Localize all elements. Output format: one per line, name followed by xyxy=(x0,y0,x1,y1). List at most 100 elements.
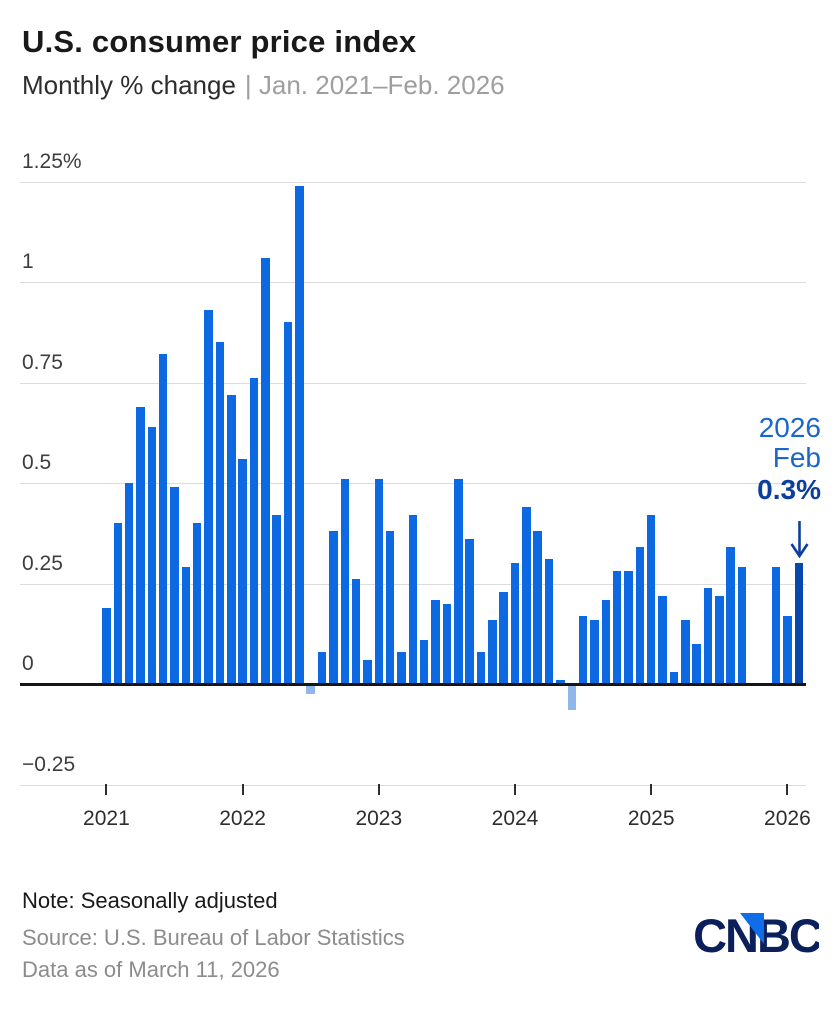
y-axis-label: 1 xyxy=(22,250,34,273)
x-axis-tick xyxy=(514,784,516,795)
y-axis-label: 0.75 xyxy=(22,350,63,374)
bar-2022-06 xyxy=(295,185,304,684)
x-axis-year-label: 2021 xyxy=(83,807,130,830)
bar-2022-08 xyxy=(317,651,327,684)
bar-2021-05 xyxy=(147,426,157,684)
note-text: Note: Seasonally adjusted xyxy=(22,888,278,913)
gridline xyxy=(20,382,806,384)
bar-2023-02 xyxy=(385,531,395,684)
bar-2024-06 xyxy=(567,685,576,710)
bar-2024-07 xyxy=(578,615,588,684)
bar-2022-10 xyxy=(340,478,349,684)
bar-2025-04 xyxy=(681,619,690,684)
bar-2026-02 xyxy=(794,563,803,684)
bar-2023-12 xyxy=(499,591,508,684)
bar-2022-03 xyxy=(261,257,270,684)
bar-2023-05 xyxy=(419,639,429,684)
bar-2023-08 xyxy=(454,478,463,684)
bar-2022-11 xyxy=(351,579,361,684)
bar-2024-12 xyxy=(635,547,645,684)
bar-2021-06 xyxy=(158,354,168,684)
bar-2021-11 xyxy=(215,342,225,684)
x-axis-tick xyxy=(650,784,653,795)
bar-2021-12 xyxy=(227,394,236,684)
asof-text: Data as of March 11, 2026 xyxy=(22,957,280,982)
bar-2021-03 xyxy=(124,483,134,684)
x-axis-year-label: 2024 xyxy=(491,807,539,830)
source-text: Source: U.S. Bureau of Labor Statistics xyxy=(22,925,405,950)
x-axis-year-label: 2025 xyxy=(627,807,675,830)
chart-title: U.S. consumer price index xyxy=(22,24,417,59)
bar-2021-10 xyxy=(204,310,213,684)
bar-2022-12 xyxy=(363,659,372,684)
zero-line xyxy=(20,683,806,686)
subtitle-range: | Jan. 2021–Feb. 2026 xyxy=(244,70,505,100)
annotation-month: Feb xyxy=(772,442,821,473)
bar-2023-04 xyxy=(408,515,418,684)
subtitle-measure: Monthly % change xyxy=(22,70,236,100)
bar-2024-04 xyxy=(544,559,554,684)
annotation-value: 0.3% xyxy=(757,474,821,505)
x-axis-year-label: 2023 xyxy=(355,807,403,830)
gridline xyxy=(20,784,806,786)
chart-subtitle: Monthly % change | Jan. 2021–Feb. 2026 xyxy=(22,70,505,101)
bar-2023-01 xyxy=(374,478,384,684)
x-axis-year-label: 2026 xyxy=(764,807,811,830)
bar-2021-01 xyxy=(102,607,111,684)
bar-2021-02 xyxy=(113,523,122,684)
bar-2024-01 xyxy=(510,563,520,684)
bar-2025-09 xyxy=(737,567,747,684)
y-axis-label: 1.25% xyxy=(22,149,82,173)
bar-2025-01 xyxy=(646,515,656,684)
bar-2021-09 xyxy=(192,523,202,684)
bar-2024-03 xyxy=(533,531,542,684)
annotation-feb-2026: 2026 Feb 0.3% xyxy=(757,413,821,505)
bar-2022-07 xyxy=(306,685,315,694)
y-axis-label: 0.5 xyxy=(22,451,52,474)
cnbc-logo: CNBC xyxy=(695,909,819,961)
bar-2022-02 xyxy=(249,378,259,684)
bar-2022-09 xyxy=(329,531,338,684)
gridline xyxy=(20,181,806,183)
bar-2022-05 xyxy=(283,322,293,684)
cnbc-logo-flag xyxy=(740,913,764,944)
bar-2024-09 xyxy=(601,599,611,684)
bar-2026-01 xyxy=(783,615,792,684)
bar-2025-02 xyxy=(658,595,667,684)
x-axis-tick xyxy=(786,784,789,795)
bar-2021-04 xyxy=(136,406,145,684)
gridline xyxy=(20,483,806,484)
x-axis-tick xyxy=(105,784,108,795)
bar-2024-08 xyxy=(590,619,599,684)
y-axis-label: −0.25 xyxy=(22,752,76,776)
bar-2023-06 xyxy=(431,599,440,684)
bar-2023-11 xyxy=(488,619,497,684)
gridline xyxy=(20,282,806,283)
x-axis-tick xyxy=(241,784,244,795)
bar-2023-07 xyxy=(442,603,452,684)
bar-2025-03 xyxy=(669,671,679,684)
down-arrow-icon xyxy=(790,521,809,559)
bar-2024-02 xyxy=(522,507,531,684)
y-axis-label: 0 xyxy=(22,652,34,675)
bar-2024-11 xyxy=(624,571,633,684)
bar-2023-10 xyxy=(476,651,486,684)
bar-2025-06 xyxy=(703,587,713,684)
bar-2025-07 xyxy=(715,595,724,684)
annotation-year: 2026 xyxy=(758,412,821,443)
x-axis-year-label: 2022 xyxy=(219,807,266,830)
bar-2023-09 xyxy=(465,539,474,684)
bar-2022-04 xyxy=(272,515,281,684)
bar-2024-05 xyxy=(556,679,565,684)
x-axis-tick xyxy=(377,784,380,795)
bar-2023-03 xyxy=(397,651,406,684)
bar-2022-01 xyxy=(238,458,247,684)
bar-2024-10 xyxy=(612,571,622,684)
bar-2021-07 xyxy=(170,487,179,684)
bar-2025-05 xyxy=(692,643,701,684)
bar-2025-12 xyxy=(771,567,781,684)
y-axis-label: 0.25 xyxy=(22,551,63,575)
bar-2025-08 xyxy=(726,547,735,684)
bar-2021-08 xyxy=(181,567,191,684)
